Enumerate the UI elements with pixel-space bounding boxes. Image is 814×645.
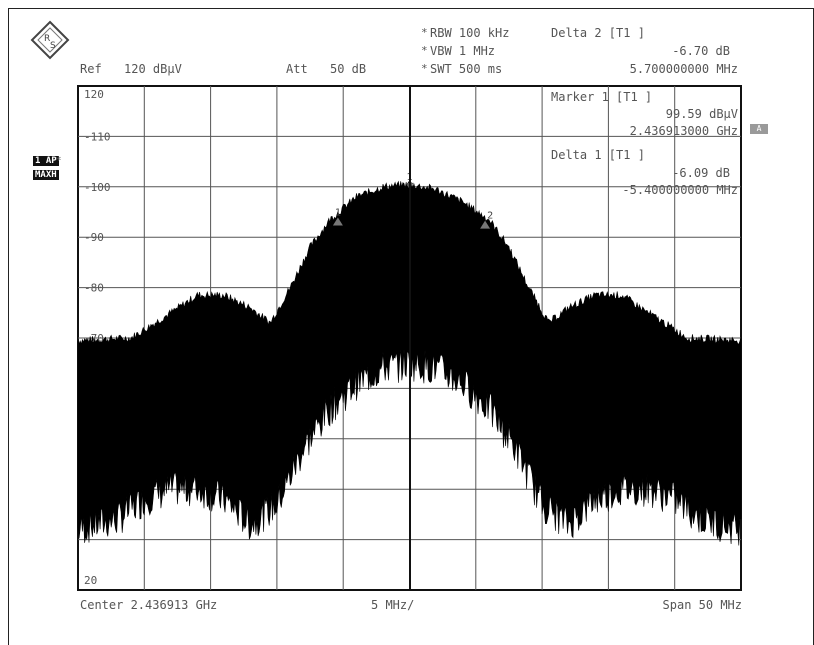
y-tick-label: 20 bbox=[84, 574, 97, 587]
division-scale: 5 MHz/ bbox=[371, 598, 415, 612]
center-frequency: Center 2.436913 GHz bbox=[80, 598, 218, 612]
trace-badge: 1 AP bbox=[33, 156, 59, 166]
trace-group bbox=[77, 180, 742, 546]
ref-a-badge: A bbox=[750, 124, 768, 134]
marker1-frequency: 2.436913000 GHz bbox=[629, 124, 738, 138]
marker1-level: 99.59 dBµV bbox=[665, 107, 738, 121]
trace-mode-badge: MAXH bbox=[33, 170, 59, 180]
marker-label: 1 bbox=[335, 208, 341, 219]
span-setting: Span 50 MHz bbox=[662, 598, 742, 612]
marker-label: 2 bbox=[487, 211, 493, 222]
y-tick-label: 120 bbox=[84, 88, 104, 101]
y-tick-label: -70 bbox=[84, 332, 104, 345]
delta2-level: -6.70 dB bbox=[672, 44, 730, 58]
ref-value: 120 dBµV bbox=[124, 62, 182, 76]
delta2-title: Delta 2 [T1 ] bbox=[551, 26, 645, 40]
vbw-star: * bbox=[421, 44, 428, 57]
delta1-title: Delta 1 [T1 ] bbox=[551, 148, 645, 162]
rbw-star: * bbox=[421, 26, 428, 39]
marker-triangle bbox=[332, 217, 343, 226]
delta2-frequency: 5.700000000 MHz bbox=[629, 62, 738, 76]
y-tick-labels: 120 -110 -100 -90 -80 -70 20 bbox=[84, 88, 111, 587]
spectrum-trace bbox=[77, 180, 742, 546]
y-tick-label: -80 bbox=[84, 282, 104, 295]
vbw-setting: VBW 1 MHz bbox=[430, 44, 496, 58]
svg-text:S: S bbox=[50, 41, 56, 51]
marker-triangle bbox=[480, 220, 491, 229]
swt-star: * bbox=[421, 62, 428, 75]
y-tick-label: -90 bbox=[84, 231, 104, 244]
trace-star: * bbox=[55, 154, 62, 167]
ref-label: Ref bbox=[80, 62, 102, 76]
y-tick-label: -100 bbox=[84, 181, 111, 194]
svg-text:R: R bbox=[44, 34, 50, 44]
rbw-setting: RBW 100 kHz bbox=[430, 26, 510, 40]
delta1-frequency: -5.400000000 MHz bbox=[622, 183, 738, 197]
marker1-title: Marker 1 [T1 ] bbox=[551, 90, 653, 104]
delta1-level: -6.09 dB bbox=[672, 166, 730, 180]
rohde-schwarz-logo-icon: R S bbox=[30, 20, 70, 60]
swt-setting: SWT 500 ms bbox=[430, 62, 503, 76]
att-value: 50 dB bbox=[330, 62, 367, 76]
y-tick-label: -110 bbox=[84, 130, 111, 143]
att-label: Att bbox=[286, 62, 308, 76]
